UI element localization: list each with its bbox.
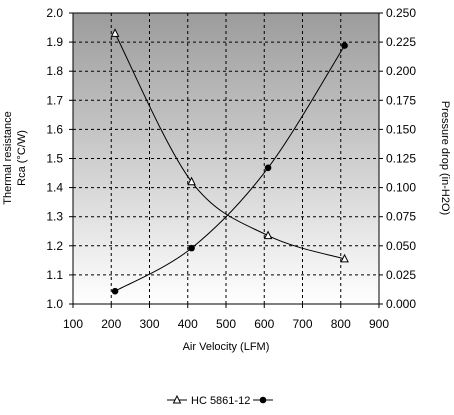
y-tick-label: 1.8 xyxy=(46,64,63,78)
y2-tick-label: 0.075 xyxy=(386,210,416,224)
y-tick-label: 1.2 xyxy=(46,239,63,253)
series-line-2 xyxy=(114,45,345,292)
data-point-series-2 xyxy=(264,164,272,172)
legend-marker-1 xyxy=(172,394,182,404)
y2-tick-label: 0.225 xyxy=(386,35,416,49)
data-point-series-1 xyxy=(110,28,120,37)
data-point-series-1 xyxy=(340,253,349,263)
data-point-series-1 xyxy=(187,176,196,186)
x-tick-label: 100 xyxy=(63,317,83,331)
data-point-series-2 xyxy=(341,42,348,49)
y-axis-title-line-2: Rca (°C/W) xyxy=(16,130,28,186)
data-point-series-2 xyxy=(188,244,195,252)
x-axis-title: Air Velocity (LFM) xyxy=(183,341,270,353)
y-tick-label: 1.1 xyxy=(46,268,63,282)
data-point-series-1 xyxy=(263,230,273,240)
y2-tick-label: 0.150 xyxy=(386,122,416,136)
legend-marker-2 xyxy=(259,396,267,404)
y-tick-label: 2.0 xyxy=(46,6,63,20)
legend-label-1: HC 5861-12 xyxy=(191,395,250,407)
y-tick-label: 1.9 xyxy=(46,35,63,49)
y-tick-label: 1.0 xyxy=(46,297,63,311)
y-tick-label: 1.4 xyxy=(46,181,63,195)
x-tick-label: 200 xyxy=(101,317,121,331)
y2-tick-label: 0.125 xyxy=(386,152,416,166)
y2-axis-title: Pressure drop (in-H2O) xyxy=(439,101,451,215)
y2-axis-ticks: 0.000 0.025 0.050 0.075 0.100 0.125 0.150 0.175… xyxy=(379,6,416,311)
y-axis-ticks: 1.0 1.1 1.2 1.3 1.4 1.5 1.6 1.7 1.8 1.9 2.0 xyxy=(46,6,73,311)
series-lines xyxy=(110,28,349,295)
y-tick-label: 1.6 xyxy=(46,122,63,136)
y-tick-label: 1.3 xyxy=(46,210,63,224)
y2-tick-label: 0.025 xyxy=(386,268,416,282)
y2-tick-label: 0.100 xyxy=(386,181,416,195)
x-tick-label: 700 xyxy=(292,317,312,331)
x-tick-label: 300 xyxy=(139,317,159,331)
x-tick-label: 500 xyxy=(216,317,236,331)
x-tick-label: 800 xyxy=(331,317,351,331)
data-point-series-2 xyxy=(111,287,119,295)
y2-tick-label: 0.050 xyxy=(386,239,416,253)
y-axis-title-line-1: Thermal resistance xyxy=(2,111,14,205)
x-tick-label: 400 xyxy=(178,317,198,331)
y2-tick-label: 0.250 xyxy=(386,6,416,20)
legend: HC 5861-12 xyxy=(167,394,273,407)
x-tick-label: 900 xyxy=(369,317,389,331)
series-line-1 xyxy=(114,33,345,260)
y2-tick-label: 0.175 xyxy=(386,93,416,107)
x-axis-ticks: 100 200 300 400 500 600 700 800 900 xyxy=(63,304,389,331)
y-tick-label: 1.5 xyxy=(46,152,63,166)
y2-tick-label: 0.200 xyxy=(386,64,416,78)
y2-tick-label: 0.000 xyxy=(386,297,416,311)
y-tick-label: 1.7 xyxy=(46,93,63,107)
x-tick-label: 600 xyxy=(254,317,274,331)
